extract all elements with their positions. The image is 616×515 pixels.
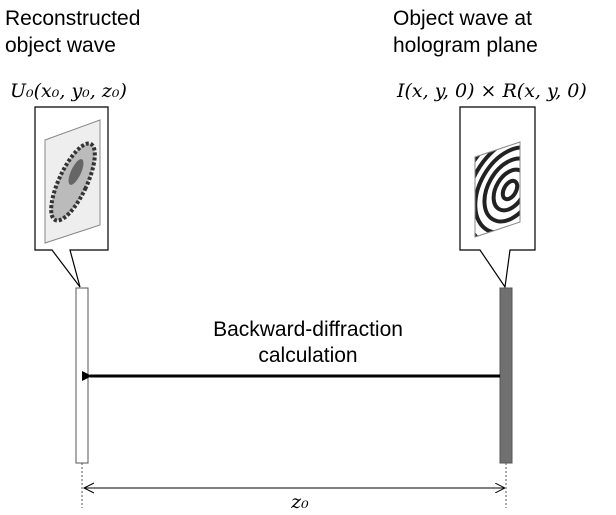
left-label-line: object wave [5,34,116,57]
arrow-label-line: calculation [258,344,357,367]
diagram: Reconstructed object wave U₀(x₀, y₀, z₀)… [0,0,616,515]
hologram-plane [500,288,512,463]
right-label-line: Object wave at [393,7,532,30]
right-label-line: hologram plane [393,34,538,57]
left-formula: U₀(x₀, y₀, z₀) [10,80,127,102]
arrow-label-line: Backward-diffraction [213,318,403,341]
distance-label: z₀ [290,491,309,513]
object-plane [76,288,88,463]
right-formula: I(x, y, 0) × R(x, y, 0) [396,80,587,102]
left-label-line: Reconstructed [5,7,140,30]
